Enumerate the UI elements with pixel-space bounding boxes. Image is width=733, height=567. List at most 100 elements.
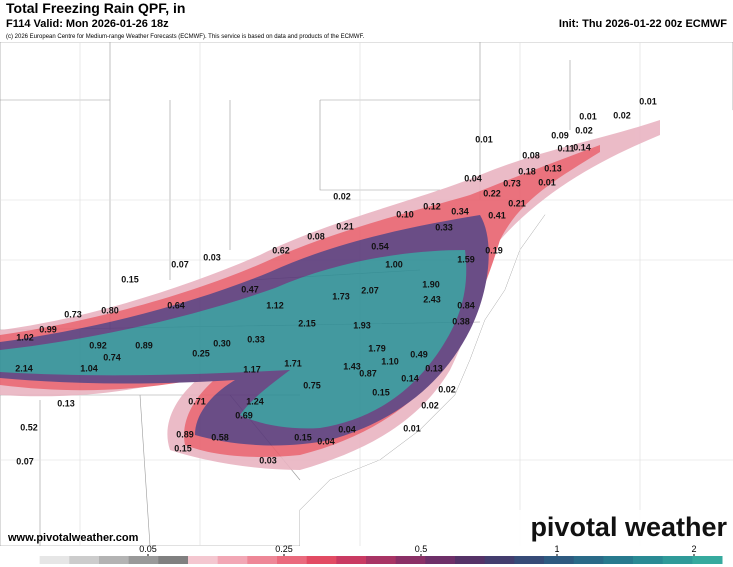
value-label: 0.80 [101, 305, 119, 315]
value-label: 0.99 [39, 324, 57, 334]
value-label: 0.13 [544, 163, 562, 173]
value-label: 0.09 [551, 130, 569, 140]
value-label: 0.07 [16, 456, 34, 466]
value-label: 0.33 [435, 222, 453, 232]
colorbar-cell [277, 556, 308, 564]
value-label: 0.13 [425, 363, 443, 373]
value-label: 0.73 [503, 178, 521, 188]
value-label: 0.74 [103, 352, 121, 362]
value-label: 0.01 [475, 134, 493, 144]
value-label: 0.87 [359, 368, 377, 378]
colorbar: 0.05 0.25 0.5 1 2 [10, 544, 723, 564]
precip-bands [0, 120, 660, 470]
value-label: 1.24 [246, 396, 264, 406]
colorbar-cell [395, 556, 426, 564]
value-label: 0.21 [508, 198, 526, 208]
value-label: 1.04 [80, 363, 98, 373]
colorbar-cell [455, 556, 486, 564]
init-time: Init: Thu 2026-01-22 00z ECMWF [559, 18, 727, 30]
value-label: 0.11 [557, 143, 574, 153]
value-label: 0.04 [317, 436, 335, 446]
value-label: 0.30 [213, 338, 231, 348]
colorbar-cell [484, 556, 515, 564]
value-label: 0.38 [452, 316, 470, 326]
value-label: 0.34 [451, 206, 469, 216]
value-label: 1.90 [422, 279, 440, 289]
value-label: 0.64 [167, 300, 185, 310]
value-label: 0.75 [303, 380, 321, 390]
header-bar [0, 0, 733, 42]
colorbar-cell [158, 556, 189, 564]
colorbar-cell [247, 556, 278, 564]
value-label: 0.41 [488, 210, 506, 220]
logo: pivotal weather [530, 512, 727, 542]
value-label: 0.07 [171, 259, 189, 269]
value-label: 1.02 [16, 332, 34, 342]
value-label: 0.52 [20, 422, 38, 432]
value-label: 0.84 [457, 300, 475, 310]
value-label: 0.15 [174, 443, 192, 453]
value-label: 0.02 [333, 191, 351, 201]
value-label: 0.02 [421, 400, 439, 410]
value-label: 2.43 [423, 294, 441, 304]
colorbar-cell [603, 556, 634, 564]
value-label: 1.12 [266, 300, 284, 310]
value-label: 0.18 [518, 166, 536, 176]
value-label: 0.25 [192, 348, 210, 358]
colorbar-tick-label: 2 [691, 544, 696, 554]
value-label: 0.73 [64, 309, 82, 319]
value-labels: 0.010.01 0.020.01 0.09 0.020.110.140.080.13… [15, 96, 657, 466]
value-label: 1.59 [457, 254, 475, 264]
value-label: 0.10 [396, 209, 414, 219]
value-label: 0.01 [639, 96, 657, 106]
value-label: 0.54 [371, 241, 389, 251]
value-label: 0.03 [203, 252, 221, 262]
value-label: 0.14 [401, 373, 419, 383]
value-label: 0.69 [235, 410, 253, 420]
value-label: 0.03 [259, 455, 277, 465]
value-label: 0.19 [485, 245, 503, 255]
colorbar-cell [69, 556, 100, 564]
colorbar-cell [306, 556, 337, 564]
value-label: 0.13 [57, 398, 75, 408]
value-label: 2.15 [298, 318, 316, 328]
value-label: 1.93 [353, 320, 371, 330]
colorbar-cell [425, 556, 456, 564]
value-label: 1.00 [385, 259, 403, 269]
colorbar-cell [10, 556, 41, 564]
colorbar-cell [128, 556, 159, 564]
value-label: 1.73 [332, 291, 350, 301]
value-label: 0.04 [338, 424, 356, 434]
value-label: 0.71 [188, 396, 206, 406]
value-label: 0.02 [575, 125, 593, 135]
colorbar-cell [217, 556, 248, 564]
colorbar-cell [633, 556, 664, 564]
value-label: 0.89 [135, 340, 153, 350]
value-label: 0.62 [272, 245, 290, 255]
value-label: 0.04 [464, 173, 482, 183]
value-label: 0.15 [294, 432, 312, 442]
value-label: 1.71 [284, 358, 302, 368]
value-label: 0.02 [613, 110, 631, 120]
value-label: 0.12 [423, 201, 441, 211]
colorbar-tick-label: 0.5 [415, 544, 428, 554]
value-label: 2.07 [361, 285, 379, 295]
value-label: 1.79 [368, 343, 386, 353]
value-label: 2.14 [15, 363, 33, 373]
value-label: 1.17 [243, 364, 261, 374]
copyright: (c) 2026 European Centre for Medium-rang… [6, 34, 365, 40]
valid-time: F114 Valid: Mon 2026-01-26 18z [6, 18, 169, 30]
value-label: 1.10 [381, 356, 399, 366]
value-label: 0.02 [438, 384, 456, 394]
colorbar-cell [336, 556, 367, 564]
value-label: 0.33 [247, 334, 265, 344]
value-label: 0.08 [522, 150, 540, 160]
value-label: 0.47 [241, 284, 259, 294]
value-label: 0.01 [538, 177, 556, 187]
value-label: 1.43 [343, 361, 361, 371]
value-label: 0.15 [372, 387, 390, 397]
value-label: 0.15 [121, 274, 139, 284]
colorbar-cell [544, 556, 575, 564]
colorbar-tick-label: 0.05 [139, 544, 157, 554]
